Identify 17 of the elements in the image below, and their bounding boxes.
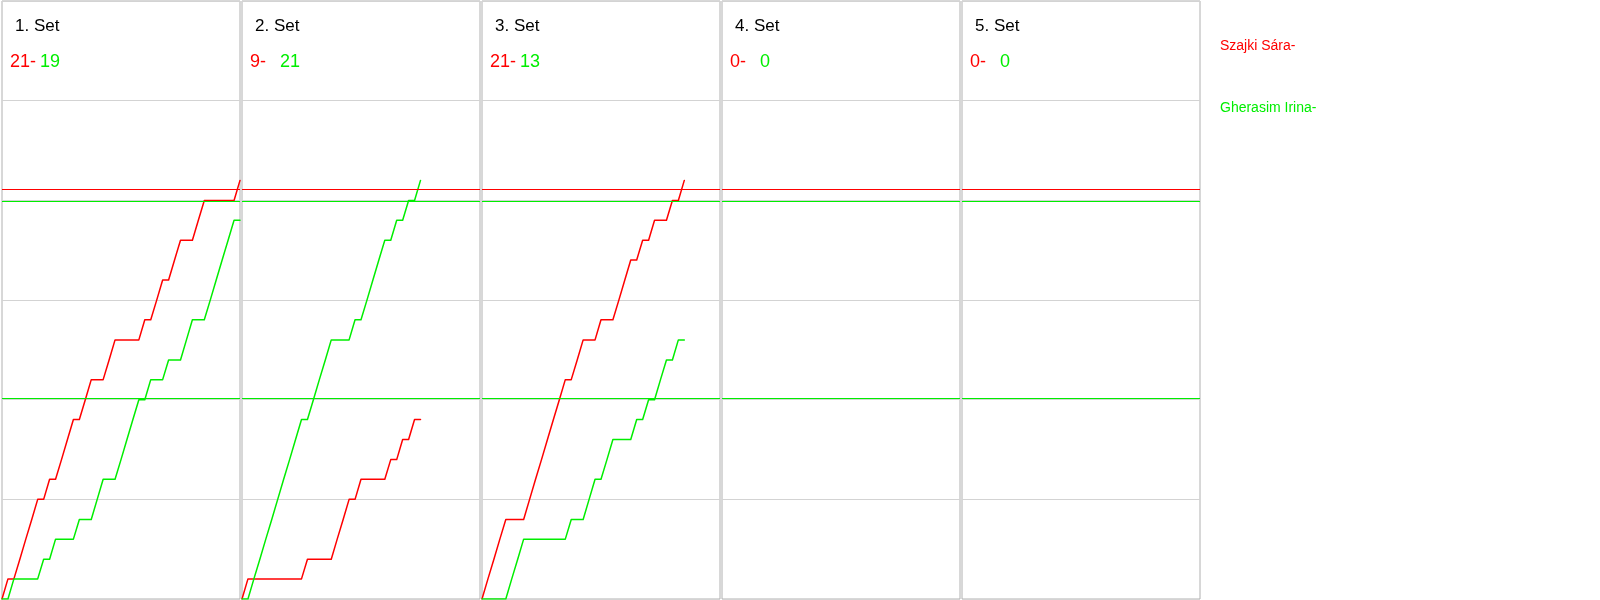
text: 21- (10, 51, 37, 71)
text: 4. Set (735, 16, 780, 35)
text: 0- (730, 51, 747, 71)
text: 13 (520, 51, 541, 71)
chart-title: 3. Set (495, 16, 540, 35)
text: 19 (40, 51, 61, 71)
text: 21- (490, 51, 517, 71)
text: 21 (280, 51, 301, 71)
chart-title: 1. Set (15, 16, 60, 35)
text: 0- (970, 51, 987, 71)
text: 0 (1000, 51, 1011, 71)
text: 0 (760, 51, 771, 71)
chart-title: 2. Set (255, 16, 300, 35)
text: Gherasim Irina- (1220, 99, 1317, 115)
text: 9- (250, 51, 267, 71)
text: Szajki Sára- (1220, 37, 1296, 53)
text: 5. Set (975, 16, 1020, 35)
